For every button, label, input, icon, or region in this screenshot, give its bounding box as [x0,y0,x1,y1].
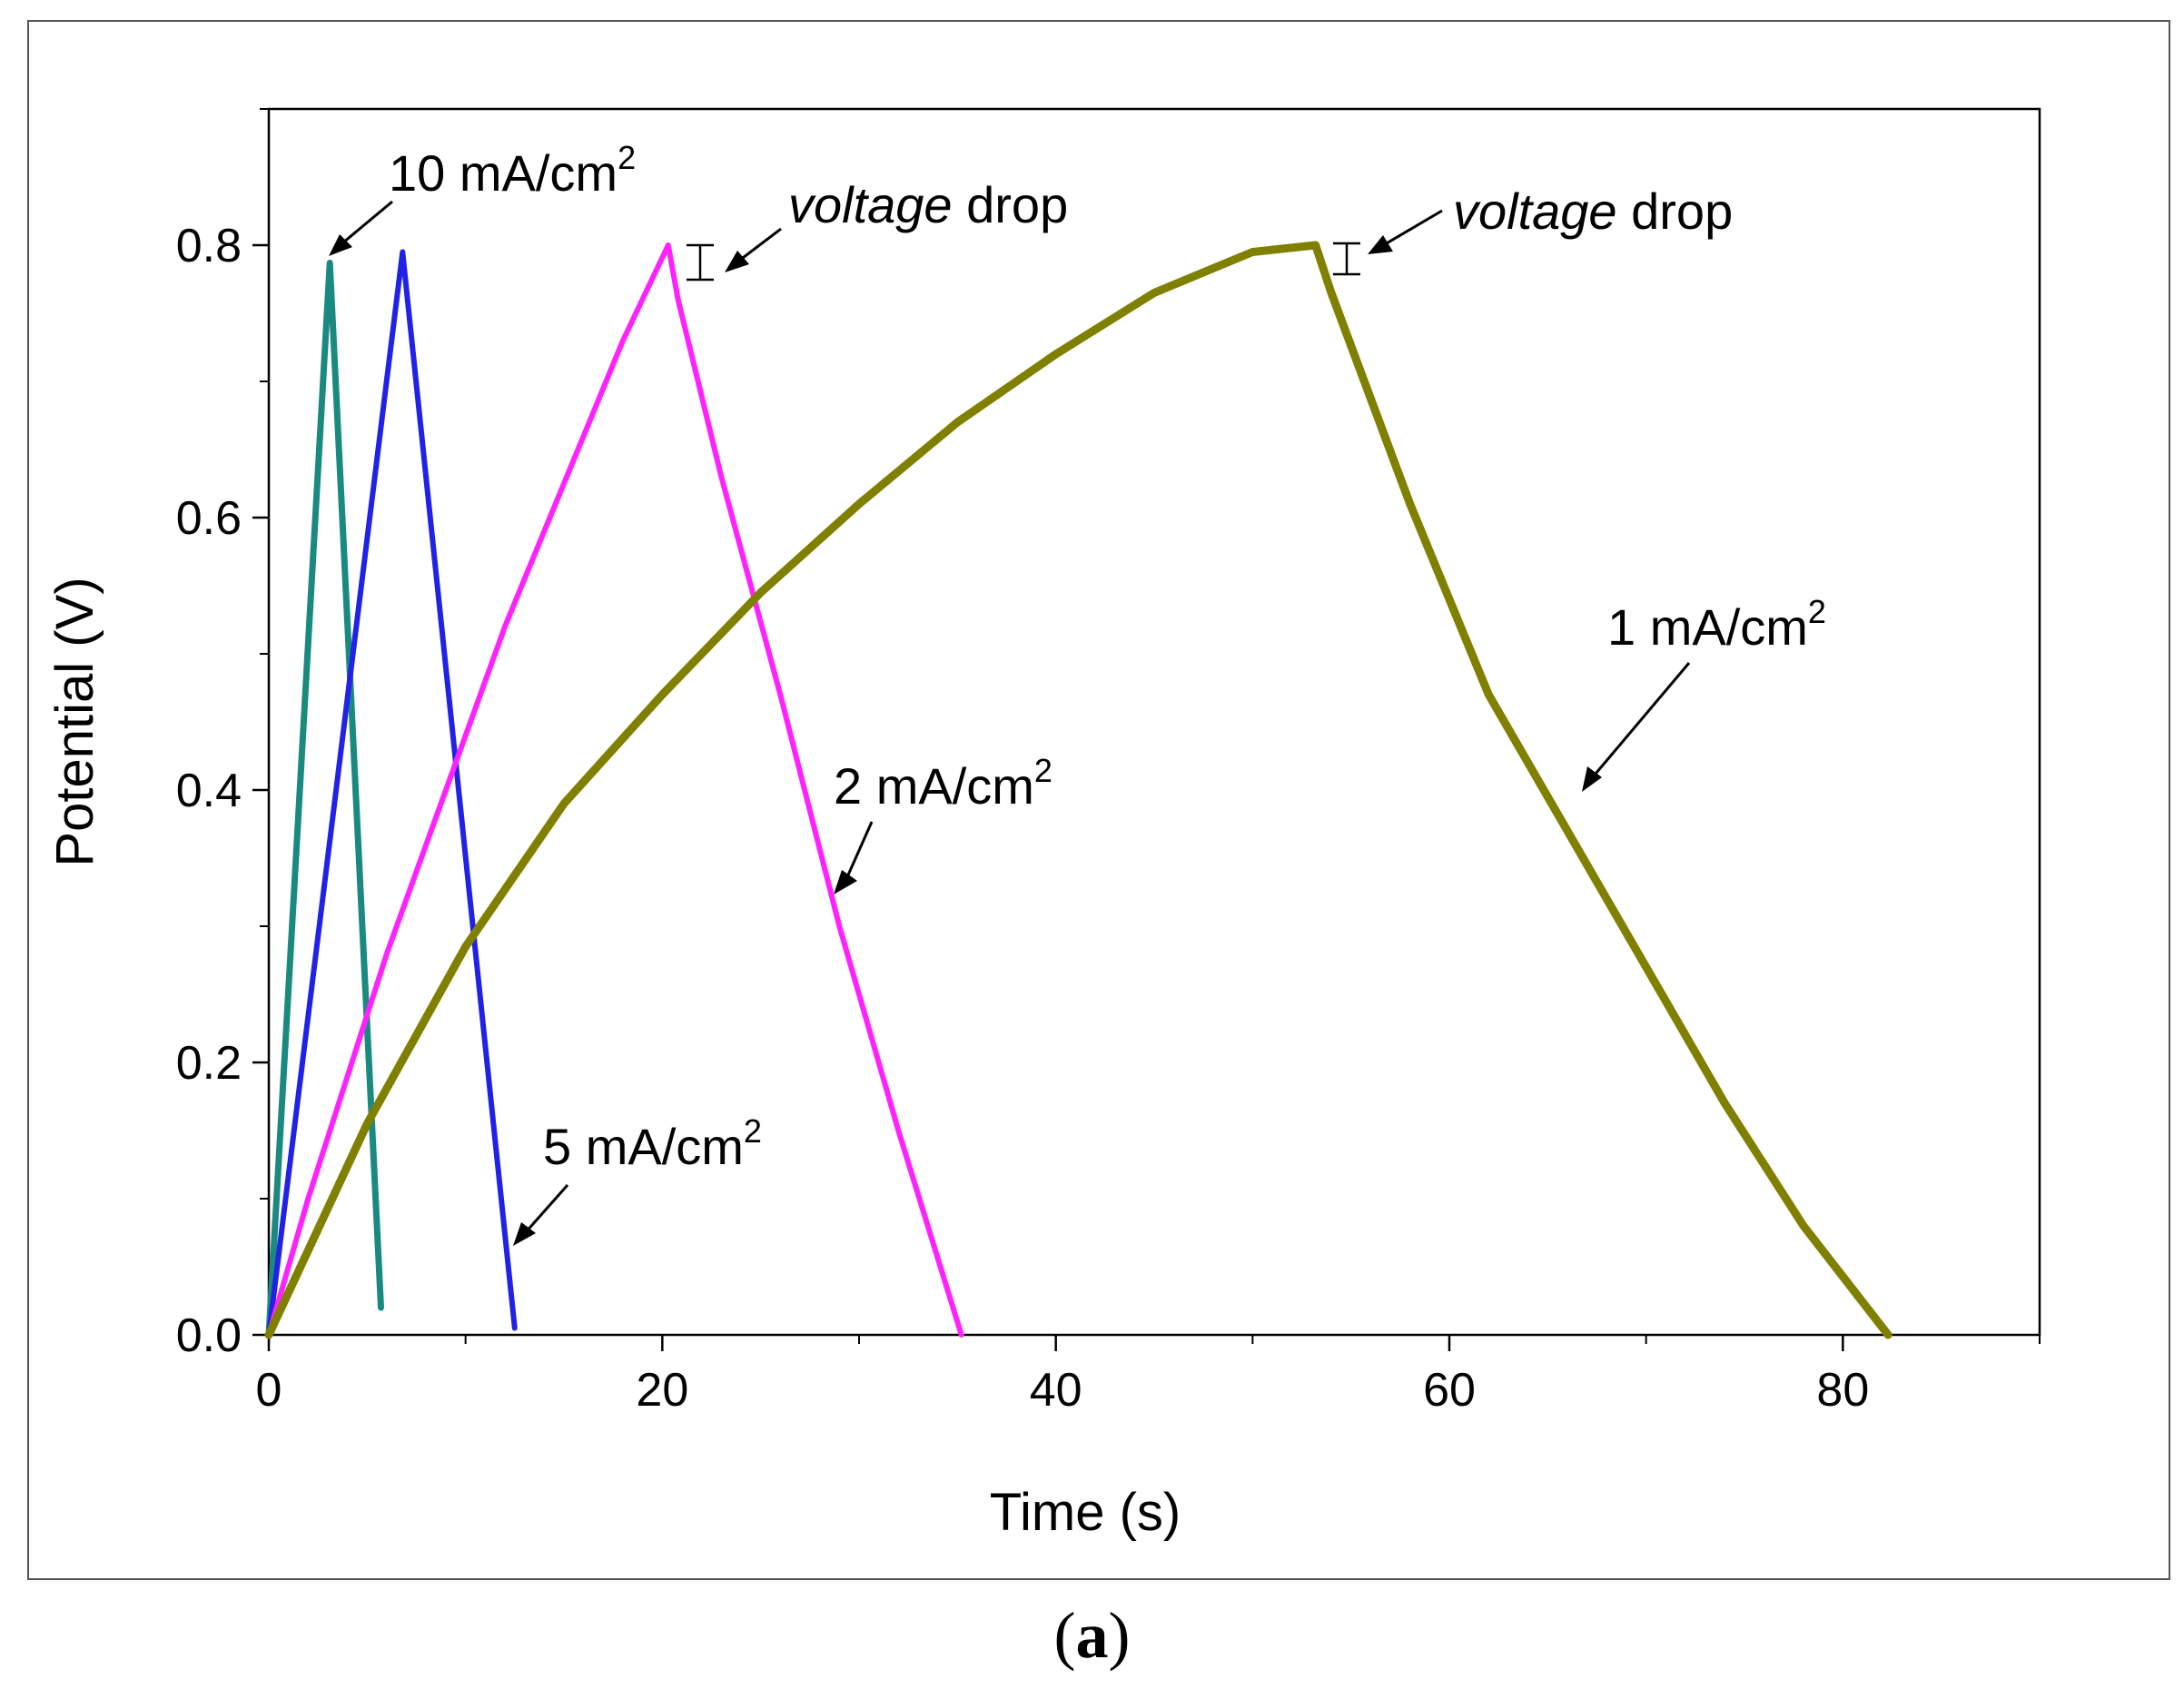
voltage-drop-2-text: drop [1617,183,1734,240]
figure-frame [27,20,2170,1580]
arrow-2-ma [834,821,874,894]
arrow-voltage-drop-2 [1368,209,1443,254]
voltage-drop-2-italic: voltage [1453,183,1617,240]
panel-label: (a) [0,1598,2184,1674]
annotation-1-ma-text: 1 mA/cm [1607,598,1808,656]
annotation-2-ma-text: 2 mA/cm [834,757,1034,815]
y-tick-label: 0.0 [176,1309,242,1362]
series-layer [264,241,1892,1339]
x-axis-title: Time (s) [990,1483,1181,1542]
panel-label-letter: a [1075,1599,1109,1672]
axis-tick-labels: 0 20 40 60 80 0.0 0.2 0.4 0.6 0.8 [176,220,1870,1417]
series-line-2-ma-cm2 [266,242,964,1338]
series-line-5-ma-cm2 [266,249,518,1338]
voltage-drop-1-text: drop [953,176,1069,233]
y-tick-label: 0.6 [176,492,242,545]
annotation-voltage-drop-1: voltage drop [788,176,1068,233]
x-tick-label: 20 [636,1364,688,1417]
arrow-5-ma [513,1184,569,1246]
arrow-1-ma [1582,662,1691,792]
annotation-10-ma-sup: 2 [618,139,636,176]
annotation-5-ma-sup: 2 [744,1112,762,1150]
panel-label-open: ( [1053,1599,1076,1672]
series-line-10-ma-cm2 [265,260,384,1338]
gcd-chart: 0 20 40 60 80 0.0 0.2 0.4 0.6 0.8 Time (s) Potent… [45,107,2041,1542]
annotation-1-ma: 1 mA/cm2 [1607,593,1826,656]
x-tick-label: 40 [1030,1364,1082,1417]
x-tick-label: 0 [256,1364,282,1417]
annotation-10-ma: 10 mA/cm2 [389,139,636,202]
series-line-1-ma-cm2 [264,241,1892,1339]
arrow-10-ma [329,200,393,256]
annotation-5-ma: 5 mA/cm2 [543,1112,762,1175]
y-tick-label: 0.2 [176,1037,242,1090]
x-tick-label: 60 [1423,1364,1476,1417]
annotation-2-ma-sup: 2 [1034,752,1052,789]
voltage-drop-1-italic: voltage [788,176,953,233]
annotation-voltage-drop-2: voltage drop [1453,183,1733,240]
annotation-2-ma: 2 mA/cm2 [834,752,1052,815]
x-tick-label: 80 [1816,1364,1869,1417]
annotation-10-ma-text: 10 mA/cm [389,144,618,202]
voltage-drop-bracket-2 [1333,242,1360,276]
panel-label-close: ) [1108,1599,1131,1672]
y-axis-title: Potential (V) [45,577,104,866]
annotation-5-ma-text: 5 mA/cm [543,1118,744,1175]
y-tick-label: 0.8 [176,220,242,272]
plot-area-frame [267,107,2041,1337]
y-tick-label: 0.4 [176,765,242,817]
arrow-voltage-drop-1 [725,227,782,272]
annotation-1-ma-sup: 2 [1808,593,1826,630]
voltage-drop-bracket-1 [687,243,714,282]
